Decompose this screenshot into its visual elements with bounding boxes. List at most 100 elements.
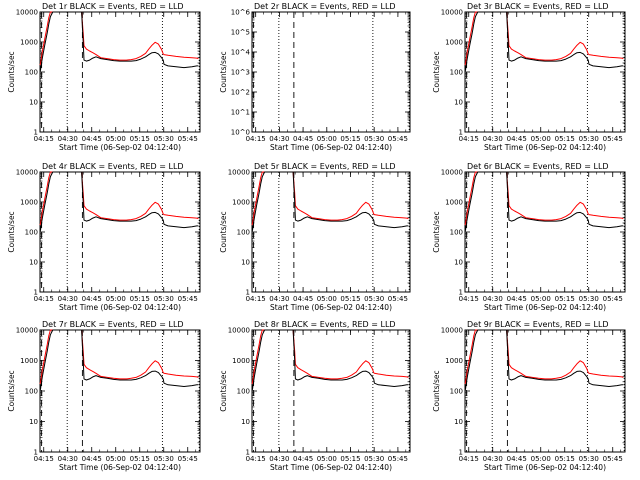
plot-frame — [464, 171, 626, 293]
y-tick-label: 1000 — [20, 357, 38, 365]
y-tick-label: 1000 — [232, 357, 250, 365]
panel-6: Det 6r BLACK = Events, RED = LLD 1 10 100 10… — [432, 162, 626, 312]
y-tick-label: 100 — [25, 388, 38, 396]
x-tick-label: 04:45 — [293, 455, 313, 463]
y-tick-label: 10 — [454, 259, 463, 267]
y-axis-label: Counts/sec — [432, 211, 441, 252]
events-series-line — [464, 11, 624, 73]
x-tick-label: 05:15 — [130, 135, 150, 143]
plot-frame — [39, 171, 201, 293]
y-tick-label: 100 — [237, 229, 250, 237]
x-axis-label: Start Time (06-Sep-02 04:12:40) — [270, 463, 392, 472]
plot-frame — [251, 329, 411, 453]
x-tick-label: 04:15 — [459, 135, 479, 143]
panel-5: Det 5r BLACK = Events, RED = LLD 1 10 100 10… — [219, 162, 411, 312]
panel-9: Det 9r BLACK = Events, RED = LLD 1 10 100 10… — [432, 320, 626, 472]
y-tick-label: 10000 — [228, 169, 250, 177]
x-axis-label: Start Time (06-Sep-02 04:12:40) — [59, 303, 181, 312]
x-tick-label: 05:15 — [555, 295, 575, 303]
y-tick-label: 10000 — [228, 327, 250, 335]
x-tick-label: 05:15 — [555, 135, 575, 143]
plot-frame — [39, 11, 201, 133]
panel-3: Det 3r BLACK = Events, RED = LLD 1 10 100 10… — [432, 2, 626, 152]
lld-series-line — [39, 329, 199, 385]
y-tick-label: 100 — [450, 229, 463, 237]
x-tick-label: 05:45 — [603, 455, 623, 463]
y-tick-label: 1 — [246, 449, 250, 457]
x-axis-label: Start Time (06-Sep-02 04:12:40) — [270, 143, 392, 152]
x-tick-label: 04:45 — [82, 135, 102, 143]
lld-series-line — [464, 11, 624, 66]
x-tick-label: 04:30 — [58, 135, 78, 143]
events-series-line — [39, 171, 199, 233]
y-tick-label: 1000 — [445, 199, 463, 207]
panel-1: Det 1r BLACK = Events, RED = LLD 1 10 100 10… — [7, 2, 201, 152]
y-axis-label: Counts/sec — [7, 370, 16, 411]
y-tick-label: 10 — [29, 99, 38, 107]
x-tick-label: 04:15 — [246, 295, 266, 303]
x-tick-label: 05:45 — [178, 295, 198, 303]
x-tick-label: 05:00 — [531, 455, 551, 463]
x-tick-label: 05:15 — [340, 135, 360, 143]
x-tick-label: 05:30 — [154, 135, 174, 143]
x-tick-label: 04:30 — [483, 295, 503, 303]
x-axis-label: Start Time (06-Sep-02 04:12:40) — [484, 303, 606, 312]
x-tick-label: 05:45 — [178, 455, 198, 463]
y-tick-label: 1000 — [232, 199, 250, 207]
y-tick-label: 1 — [34, 449, 38, 457]
y-tick-label: 10^2 — [231, 89, 250, 97]
x-tick-label: 04:15 — [246, 455, 266, 463]
x-tick-label: 04:15 — [459, 455, 479, 463]
y-tick-label: 1000 — [20, 199, 38, 207]
panel-title: Det 6r BLACK = Events, RED = LLD — [467, 162, 609, 171]
plot-frame — [251, 11, 411, 133]
y-tick-label: 10 — [241, 259, 250, 267]
y-tick-label: 10 — [29, 418, 38, 426]
x-tick-label: 05:30 — [579, 135, 599, 143]
x-tick-label: 04:30 — [269, 295, 289, 303]
y-tick-label: 10^6 — [231, 9, 251, 17]
y-tick-label: 10 — [454, 99, 463, 107]
y-tick-label: 1000 — [445, 357, 463, 365]
lld-series-line — [251, 171, 409, 226]
y-tick-label: 1000 — [445, 39, 463, 47]
y-tick-label: 100 — [237, 388, 250, 396]
y-axis-label: Counts/sec — [219, 51, 228, 92]
x-tick-label: 04:15 — [34, 135, 54, 143]
plot-frame — [251, 171, 411, 293]
panel-title: Det 7r BLACK = Events, RED = LLD — [42, 320, 184, 329]
x-tick-label: 04:30 — [58, 295, 78, 303]
x-tick-label: 05:30 — [154, 455, 174, 463]
x-tick-label: 05:30 — [154, 295, 174, 303]
y-tick-label: 1 — [34, 289, 38, 297]
events-series-line — [464, 171, 624, 233]
x-axis-label: Start Time (06-Sep-02 04:12:40) — [59, 463, 181, 472]
x-tick-label: 04:45 — [507, 135, 527, 143]
y-tick-label: 1 — [246, 289, 250, 297]
panel-title: Det 9r BLACK = Events, RED = LLD — [467, 320, 609, 329]
panel-8: Det 8r BLACK = Events, RED = LLD 1 10 100 10… — [219, 320, 411, 472]
x-tick-label: 05:15 — [130, 455, 150, 463]
x-tick-label: 05:00 — [106, 135, 126, 143]
x-tick-label: 04:45 — [507, 295, 527, 303]
y-tick-label: 10000 — [16, 327, 38, 335]
panel-7: Det 7r BLACK = Events, RED = LLD 1 10 100 10… — [7, 320, 201, 472]
x-tick-label: 04:30 — [483, 135, 503, 143]
x-tick-label: 04:15 — [246, 135, 266, 143]
x-tick-label: 05:45 — [388, 295, 408, 303]
lld-series-line — [464, 171, 624, 226]
panel-2: Det 2r BLACK = Events, RED = LLD 10^0 10^1… — [219, 2, 411, 152]
y-tick-label: 10000 — [16, 9, 38, 17]
panel-4: Det 4r BLACK = Events, RED = LLD 1 10 100 10… — [7, 162, 201, 312]
events-series-line — [464, 329, 624, 392]
x-tick-label: 05:15 — [130, 295, 150, 303]
plot-frame — [464, 329, 626, 453]
panel-title: Det 8r BLACK = Events, RED = LLD — [254, 320, 396, 329]
x-tick-label: 05:30 — [579, 455, 599, 463]
x-tick-label: 05:00 — [531, 135, 551, 143]
x-axis-label: Start Time (06-Sep-02 04:12:40) — [484, 143, 606, 152]
x-tick-label: 05:00 — [106, 455, 126, 463]
y-tick-label: 1 — [459, 449, 463, 457]
x-tick-label: 05:30 — [364, 135, 384, 143]
y-tick-label: 10 — [29, 259, 38, 267]
